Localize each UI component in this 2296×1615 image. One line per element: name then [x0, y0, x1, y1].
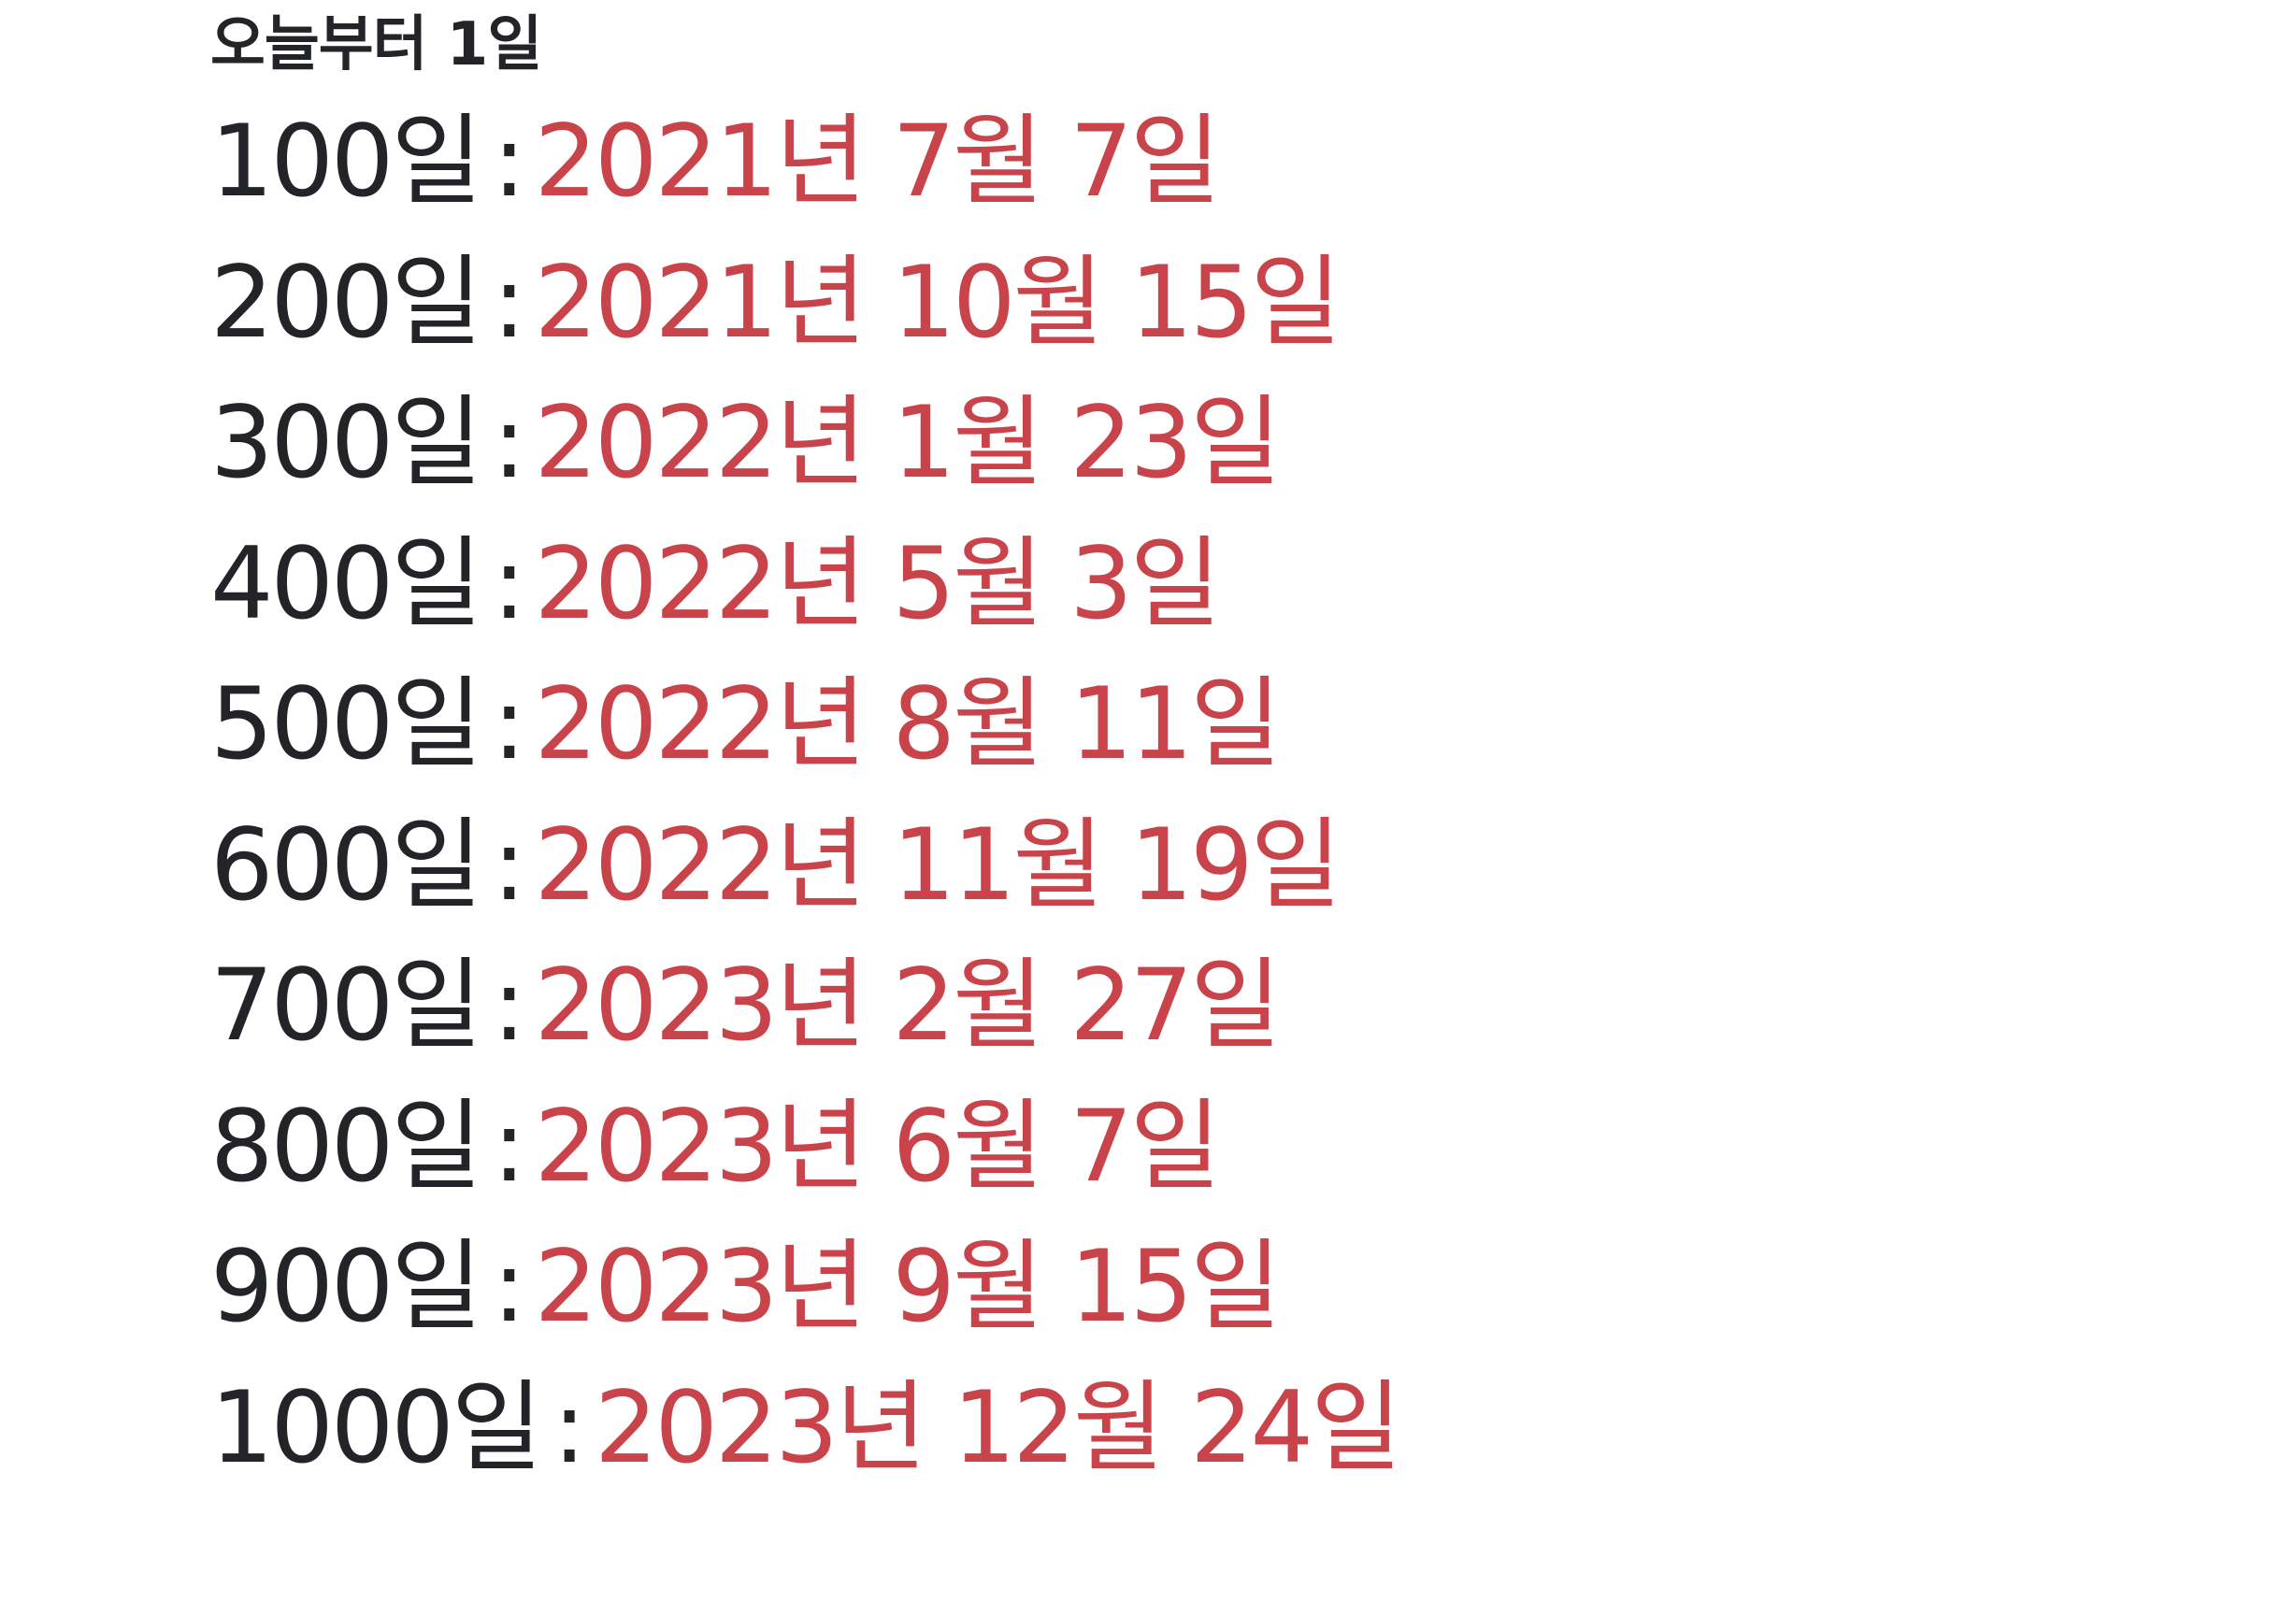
- milestone-row-700: 700일:2023년 2월 27일: [210, 936, 2220, 1077]
- milestone-row-900: 900일:2023년 9월 15일: [210, 1217, 2220, 1358]
- milestone-date: 2023년 12월 24일: [595, 1369, 1401, 1485]
- milestone-label: 200일: [210, 244, 482, 360]
- separator: :: [492, 666, 526, 781]
- milestone-label: 800일: [210, 1088, 482, 1204]
- milestone-list: 100일:2021년 7월 7일 200일:2021년 10월 15일 300일…: [210, 92, 2220, 1498]
- milestone-label: 1000일: [210, 1369, 542, 1485]
- separator: :: [492, 1088, 526, 1204]
- separator: :: [492, 525, 526, 641]
- page-title: 오늘부터 1일: [210, 10, 542, 79]
- milestone-date: 2021년 10월 15일: [534, 244, 1342, 360]
- milestone-date: 2022년 11월 19일: [534, 807, 1342, 922]
- milestone-label: 600일: [210, 807, 482, 922]
- separator: :: [492, 244, 526, 360]
- milestone-row-200: 200일:2021년 10월 15일: [210, 233, 2220, 374]
- milestone-row-100: 100일:2021년 7월 7일: [210, 92, 2220, 233]
- milestone-date: 2022년 8월 11일: [534, 666, 1282, 781]
- milestone-date: 2022년 1월 23일: [534, 385, 1282, 500]
- milestone-date: 2023년 9월 15일: [534, 1229, 1282, 1344]
- milestone-row-300: 300일:2022년 1월 23일: [210, 373, 2220, 514]
- milestone-label: 500일: [210, 666, 482, 781]
- milestone-row-500: 500일:2022년 8월 11일: [210, 654, 2220, 795]
- separator: :: [492, 1229, 526, 1344]
- milestone-panel: 오늘부터 1일 100일:2021년 7월 7일 200일:2021년 10월 …: [210, 0, 2220, 1498]
- milestone-row-800: 800일:2023년 6월 7일: [210, 1077, 2220, 1218]
- separator: :: [492, 104, 526, 219]
- separator: :: [552, 1369, 586, 1485]
- milestone-date: 2023년 6월 7일: [534, 1088, 1222, 1204]
- milestone-label: 100일: [210, 104, 482, 219]
- separator: :: [492, 807, 526, 922]
- milestone-row-400: 400일:2022년 5월 3일: [210, 514, 2220, 655]
- milestone-label: 400일: [210, 525, 482, 641]
- milestone-label: 900일: [210, 1229, 482, 1344]
- milestone-label: 700일: [210, 948, 482, 1063]
- milestone-date: 2021년 7월 7일: [534, 104, 1222, 219]
- milestone-row-600: 600일:2022년 11월 19일: [210, 795, 2220, 936]
- milestone-label: 300일: [210, 385, 482, 500]
- separator: :: [492, 948, 526, 1063]
- milestone-row-1000: 1000일:2023년 12월 24일: [210, 1358, 2220, 1499]
- milestone-date: 2022년 5월 3일: [534, 525, 1222, 641]
- separator: :: [492, 385, 526, 500]
- milestone-date: 2023년 2월 27일: [534, 948, 1282, 1063]
